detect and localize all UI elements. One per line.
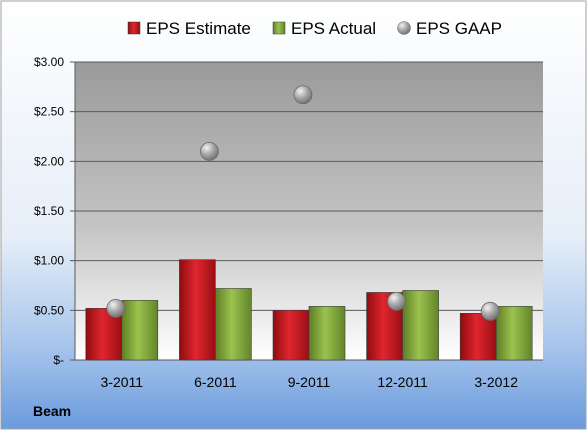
marker-eps-gaap-6-2011 <box>199 141 219 161</box>
legend-swatch-eps-actual <box>272 21 286 35</box>
gaap-markers <box>106 85 500 321</box>
bar-eps-estimate-3-2012 <box>459 313 497 361</box>
x-tick-label: 6-2011 <box>194 374 237 390</box>
bar-eps-estimate-9-2011 <box>272 310 310 361</box>
marker-eps-gaap-3-2012 <box>480 301 500 321</box>
legend-label-eps-actual: EPS Actual <box>291 19 376 38</box>
y-tick-label: $2.50 <box>34 105 64 119</box>
y-tick-label: $2.00 <box>34 154 64 168</box>
y-axis-tick-labels: $3.00 $2.50 $2.00 $1.50 $1.00 $0.50 $- <box>34 55 64 367</box>
marker-eps-gaap-9-2011 <box>293 85 313 105</box>
marker-eps-gaap-12-2011 <box>387 291 407 311</box>
y-tick-label: $3.00 <box>34 55 64 69</box>
legend: EPS Estimate EPS Actual EPS GAAP <box>127 19 502 38</box>
x-tick-label: 9-2011 <box>288 374 331 390</box>
x-tick-label: 12-2011 <box>377 374 428 390</box>
marker-eps-gaap-3-2011 <box>106 298 126 318</box>
legend-label-eps-estimate: EPS Estimate <box>146 19 251 38</box>
bar-eps-actual-9-2011 <box>308 306 346 361</box>
legend-swatch-eps-estimate <box>127 21 141 35</box>
y-tick-label: $1.50 <box>34 204 64 218</box>
x-tick-label: 3-2012 <box>474 374 518 390</box>
legend-label-eps-gaap: EPS GAAP <box>416 19 502 38</box>
legend-swatch-eps-gaap <box>397 21 411 35</box>
bar-eps-estimate-6-2011 <box>179 259 216 361</box>
bar-eps-actual-6-2011 <box>215 288 252 361</box>
company-name: Beam <box>33 403 71 419</box>
bar-eps-actual-3-2012 <box>495 306 533 361</box>
y-tick-label: $1.00 <box>34 254 64 268</box>
bar-eps-actual-12-2011 <box>402 290 439 361</box>
bar-series <box>85 259 533 361</box>
y-tick-label: $0.50 <box>34 303 64 317</box>
y-tick-label: $- <box>53 353 64 367</box>
bar-eps-actual-3-2011 <box>121 300 159 361</box>
x-axis-tick-labels: 3-2011 6-2011 9-2011 12-2011 3-2012 <box>101 374 519 390</box>
x-tick-label: 3-2011 <box>101 374 144 390</box>
